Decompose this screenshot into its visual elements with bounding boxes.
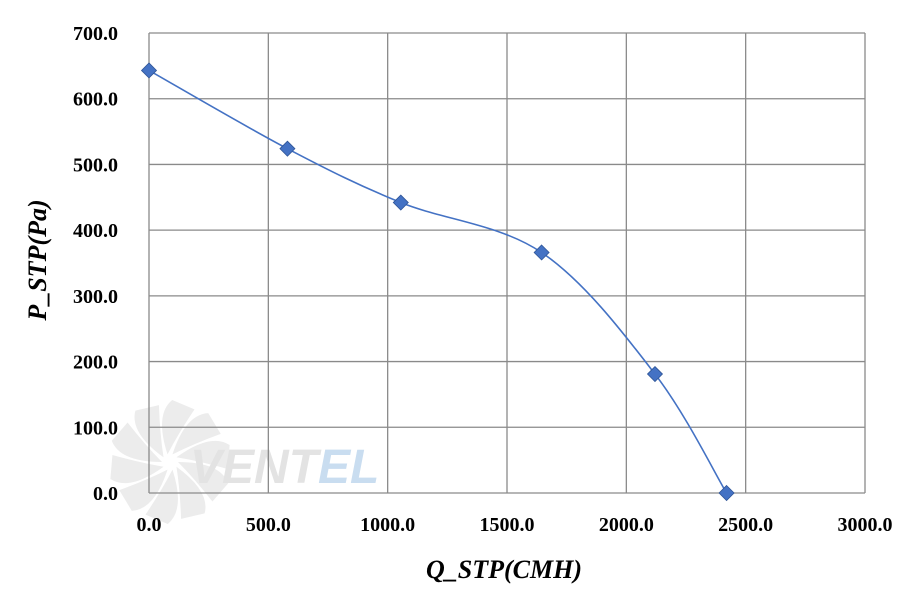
y-axis-title: P_STP(Pa) <box>23 199 52 321</box>
watermark-text-main: VENT <box>190 441 322 494</box>
fan-blade <box>176 440 230 470</box>
y-tick-label: 500.0 <box>73 154 118 176</box>
data-point-marker <box>140 62 158 79</box>
x-tick-label: 3000.0 <box>838 514 893 536</box>
x-tick-label: 2000.0 <box>599 514 654 536</box>
y-tick-label: 600.0 <box>73 89 118 111</box>
series-markers <box>140 62 735 502</box>
fan-blade <box>119 469 168 511</box>
y-axis-ticks: 0.0 100.0 200.0 300.0 400.0 500.0 600.0 700.0 <box>73 23 118 505</box>
fan-blade <box>178 462 229 502</box>
data-point-marker <box>392 194 409 211</box>
fan-blade <box>110 454 164 484</box>
x-tick-label: 2500.0 <box>718 514 773 536</box>
y-tick-label: 100.0 <box>73 417 118 439</box>
series-line <box>148 69 728 494</box>
x-tick-label: 500.0 <box>246 514 291 536</box>
y-tick-label: 200.0 <box>73 352 118 374</box>
x-tick-label: 1000.0 <box>360 514 415 536</box>
svg-text:VENTEL: VENTEL <box>190 441 379 494</box>
data-point-marker <box>279 140 296 157</box>
x-axis-title: Q_STP(CMH) <box>426 555 582 584</box>
watermark-text-accent: EL <box>318 441 379 494</box>
fan-logo-icon <box>110 400 230 524</box>
data-point-marker <box>533 244 550 261</box>
y-tick-label: 700.0 <box>73 23 118 45</box>
y-tick-label: 300.0 <box>73 286 118 308</box>
x-tick-label: 1500.0 <box>480 514 535 536</box>
y-tick-label: 0.0 <box>93 483 118 505</box>
x-axis-ticks: 0.0 500.0 1000.0 1500.0 2000.0 2500.0 3000.0 <box>137 514 893 536</box>
data-point-marker <box>718 484 735 502</box>
data-point-marker <box>646 365 664 383</box>
ventel-watermark: VENTEL <box>110 400 379 524</box>
fan-blade <box>172 413 221 455</box>
plot-grid <box>148 32 866 494</box>
fan-blade <box>145 469 178 524</box>
y-tick-label: 400.0 <box>73 220 118 242</box>
x-tick-label: 0.0 <box>137 514 162 536</box>
